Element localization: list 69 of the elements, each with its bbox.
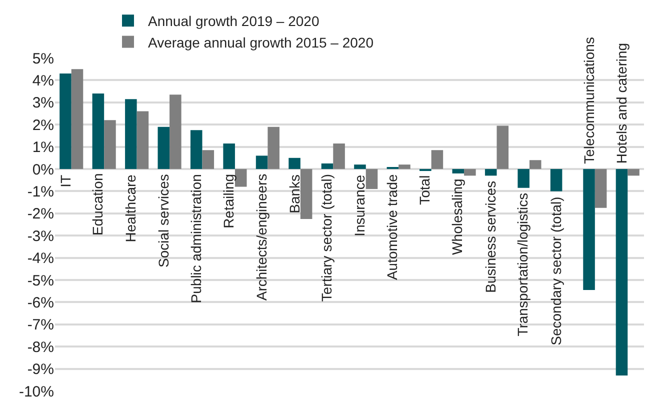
bar bbox=[136, 111, 149, 169]
x-tick-label: Banks bbox=[286, 174, 302, 214]
x-tick-label: Transportation/logistics bbox=[514, 192, 531, 336]
y-tick-label: 3% bbox=[32, 94, 54, 112]
y-tick-label: 2% bbox=[32, 116, 54, 134]
y-tick-label: -7% bbox=[27, 316, 54, 334]
bar bbox=[71, 69, 84, 169]
bar bbox=[616, 169, 628, 376]
y-tick-label: -6% bbox=[27, 294, 54, 312]
bar bbox=[529, 160, 542, 169]
x-tick-label: Public administration bbox=[188, 174, 204, 304]
x-tick-label: Healthcare bbox=[122, 174, 138, 242]
x-tick-label: Business services bbox=[482, 180, 499, 293]
y-tick-label: -10% bbox=[18, 383, 54, 400]
bar bbox=[518, 169, 530, 188]
bar bbox=[223, 143, 235, 169]
x-tick-label: Telecommunications bbox=[580, 37, 597, 164]
x-tick-label: Retailing bbox=[220, 174, 236, 228]
bar bbox=[300, 169, 312, 219]
x-tick-label: Secondary sector (total) bbox=[548, 196, 564, 346]
x-tick-label: Insurance bbox=[351, 174, 368, 236]
y-tick-label: 1% bbox=[32, 139, 54, 156]
bar bbox=[583, 169, 595, 290]
x-tick-label: Hotels and catering bbox=[614, 42, 630, 164]
x-tick-label: Social services bbox=[155, 174, 172, 268]
legend-label: Annual growth 2019 – 2020 bbox=[148, 13, 320, 30]
y-tick-label: -4% bbox=[27, 250, 54, 268]
bar bbox=[496, 126, 509, 169]
y-tick-label: 4% bbox=[32, 72, 54, 90]
bar bbox=[125, 99, 137, 169]
bar bbox=[288, 158, 300, 169]
bar bbox=[628, 169, 640, 176]
bar bbox=[366, 169, 378, 189]
y-tick-label: -2% bbox=[27, 206, 54, 223]
bar bbox=[354, 164, 366, 169]
bar bbox=[333, 143, 345, 169]
bar bbox=[60, 74, 72, 169]
bar bbox=[92, 94, 104, 169]
bar bbox=[431, 150, 444, 169]
bar bbox=[398, 164, 410, 169]
x-tick-label: Total bbox=[416, 175, 433, 205]
bar bbox=[594, 169, 607, 208]
y-tick-label: -3% bbox=[27, 228, 54, 245]
x-tick-label: Architects/engineers bbox=[254, 174, 270, 301]
x-tick-label: Automotive trade bbox=[384, 174, 400, 280]
bar bbox=[234, 169, 247, 187]
x-tick-label: Wholesaling bbox=[449, 178, 466, 255]
bar bbox=[190, 130, 202, 169]
y-tick-label: -5% bbox=[27, 272, 54, 290]
bar bbox=[170, 94, 182, 169]
bar bbox=[158, 126, 170, 169]
y-tick-label: 5% bbox=[32, 50, 54, 68]
bar bbox=[256, 156, 268, 169]
y-tick-label: -1% bbox=[27, 183, 54, 200]
bar bbox=[464, 169, 476, 176]
y-tick-label: -9% bbox=[27, 361, 54, 378]
x-tick-label: Education bbox=[90, 173, 106, 236]
bar bbox=[484, 169, 497, 176]
y-tick-label: -8% bbox=[27, 338, 54, 356]
y-tick-label: 0% bbox=[32, 161, 54, 178]
bar bbox=[452, 169, 464, 174]
bar bbox=[268, 126, 280, 169]
legend-label: Average annual growth 2015 – 2020 bbox=[148, 34, 374, 50]
x-tick-label: IT bbox=[57, 174, 74, 188]
bar bbox=[104, 120, 116, 169]
bar bbox=[202, 150, 214, 169]
x-tick-label: Tertiary sector (total) bbox=[318, 174, 335, 302]
bar bbox=[550, 169, 562, 192]
bar bbox=[321, 163, 334, 169]
